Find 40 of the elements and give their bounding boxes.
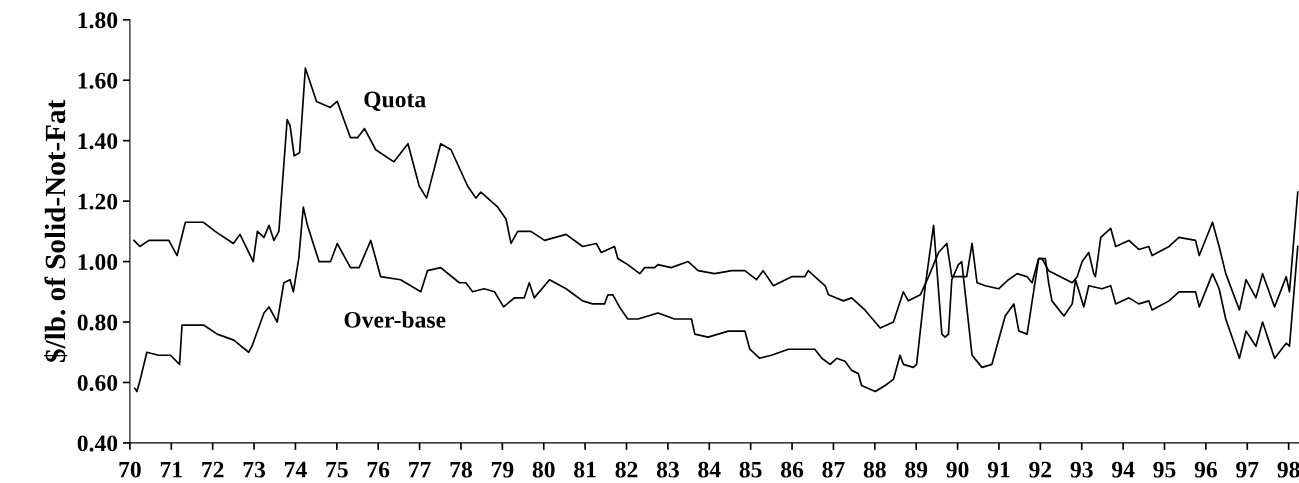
x-tick-label: 89: [905, 461, 928, 478]
x-tick-label: 76: [367, 461, 390, 478]
y-tick-label: 1.40: [78, 133, 118, 150]
y-tick-label: 1.20: [78, 193, 118, 210]
y-tick-label: 1.00: [78, 254, 118, 271]
x-tick-label: 73: [243, 461, 266, 478]
x-tick-label: 92: [1029, 461, 1052, 478]
y-tick-label: 0.60: [77, 374, 118, 391]
x-tick-label: 95: [1153, 461, 1176, 478]
y-tick-label: 1.80: [78, 12, 118, 29]
x-tick-label: 84: [698, 461, 721, 478]
x-tick-label: 83: [656, 461, 679, 478]
y-axis-title: $/lb. of Solid-Not-Fat: [43, 99, 68, 362]
x-tick-label: 77: [409, 461, 431, 478]
series-label: Over-base: [344, 311, 446, 328]
x-tick-label: 72: [202, 461, 224, 478]
x-tick-label: 98: [1277, 461, 1299, 478]
x-tick-label: 75: [326, 461, 348, 478]
x-tick-label: 94: [1111, 461, 1135, 478]
y-tick-label: 0.80: [77, 314, 118, 331]
y-tick-label: 0.40: [77, 435, 118, 452]
x-tick-label: 96: [1194, 461, 1217, 478]
x-tick-label: 88: [863, 461, 886, 478]
x-tick-label: 87: [822, 461, 845, 478]
x-tick-label: 70: [119, 461, 141, 478]
x-tick-label: 93: [1070, 461, 1093, 478]
y-tick-label: 1.60: [78, 72, 118, 89]
x-tick-label: 78: [450, 461, 472, 478]
x-tick-label: 79: [491, 461, 514, 478]
x-tick-label: 71: [160, 461, 182, 478]
series-label: Quota: [364, 91, 426, 111]
x-tick-label: 91: [987, 461, 1010, 478]
x-tick-label: 82: [615, 461, 638, 478]
x-tick-label: 97: [1236, 461, 1259, 478]
x-tick-label: 85: [739, 461, 762, 478]
x-tick-label: 90: [946, 461, 969, 478]
x-tick-label: 80: [532, 461, 555, 478]
x-tick-label: 74: [284, 461, 307, 478]
x-tick-label: 81: [574, 461, 596, 478]
x-tick-label: 86: [781, 461, 804, 478]
